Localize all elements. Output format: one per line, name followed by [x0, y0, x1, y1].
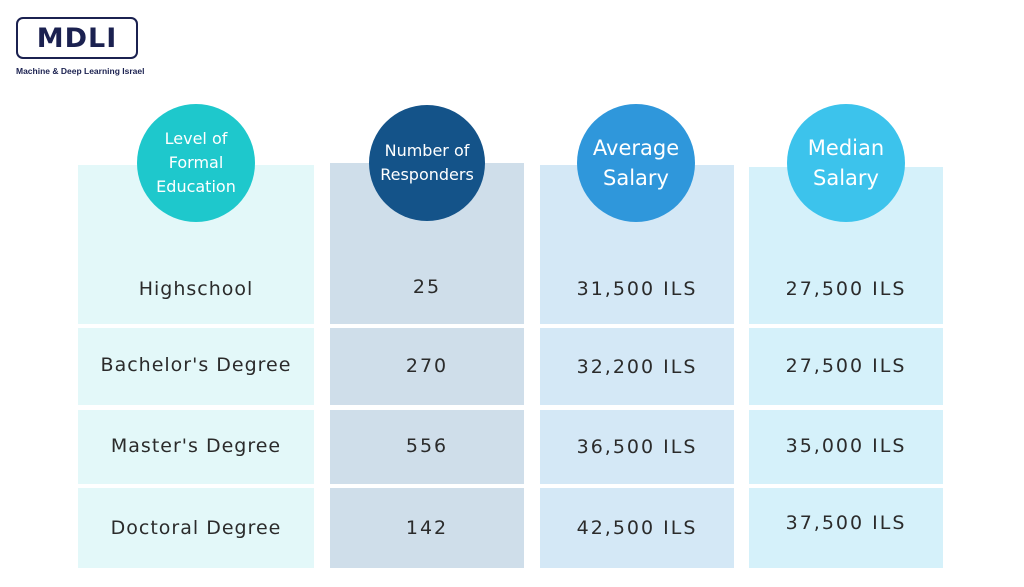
header-line: Education	[156, 177, 236, 196]
header-line: Number of	[384, 141, 470, 160]
cell-value-responders: 25	[412, 276, 442, 298]
header-line: Median	[807, 135, 885, 160]
cell-value-average: 36,500 ILS	[576, 436, 698, 458]
header-average: Average Salary	[577, 104, 695, 222]
table-cell-responders-2	[330, 328, 524, 405]
header-median: Median Salary	[787, 104, 905, 222]
table-cell-median-3	[749, 410, 943, 484]
header-line: Level of	[164, 129, 228, 148]
cell-value-responders: 556	[405, 435, 449, 457]
table-cell-education-3	[78, 410, 314, 484]
cell-value-average: 31,500 ILS	[576, 278, 698, 300]
cell-value-education: Doctoral Degree	[110, 517, 282, 539]
header-label-median: Median Salary	[808, 133, 884, 194]
cell-value-education: Highschool	[138, 278, 254, 300]
cell-value-education: Bachelor's Degree	[100, 354, 292, 376]
header-label-average: Average Salary	[593, 133, 679, 194]
header-line: Formal	[168, 153, 224, 172]
header-education: Level of Formal Education	[137, 104, 255, 222]
logo-subtitle: Machine & Deep Learning Israel	[16, 66, 145, 76]
header-label-education: Level of Formal Education	[156, 127, 236, 199]
cell-value-median: 35,000 ILS	[785, 435, 907, 457]
header-responders: Number of Responders	[369, 105, 485, 221]
table-cell-average-3	[540, 410, 734, 484]
table-cell-responders-4	[330, 488, 524, 568]
cell-value-education: Master's Degree	[110, 435, 282, 457]
cell-value-median: 27,500 ILS	[785, 278, 907, 300]
header-label-responders: Number of Responders	[380, 139, 474, 187]
header-line: Responders	[380, 165, 474, 184]
cell-value-responders: 270	[405, 355, 449, 377]
table-cell-average-2	[540, 328, 734, 405]
logo-box: MDLI	[16, 17, 138, 59]
cell-value-median: 27,500 ILS	[785, 355, 907, 377]
cell-value-average: 32,200 ILS	[576, 356, 698, 378]
table-cell-average-4	[540, 488, 734, 568]
table-cell-median-2	[749, 328, 943, 405]
header-line: Salary	[813, 166, 879, 190]
table-cell-education-4	[78, 488, 314, 568]
logo-title: MDLI	[36, 22, 118, 54]
header-line: Salary	[603, 166, 669, 190]
cell-value-average: 42,500 ILS	[576, 517, 698, 539]
table-cell-median-4	[749, 488, 943, 568]
header-line: Average	[592, 135, 680, 160]
cell-value-median: 37,500 ILS	[785, 512, 907, 534]
table-cell-responders-3	[330, 410, 524, 484]
table-cell-education-2	[78, 328, 314, 405]
cell-value-responders: 142	[405, 517, 449, 539]
